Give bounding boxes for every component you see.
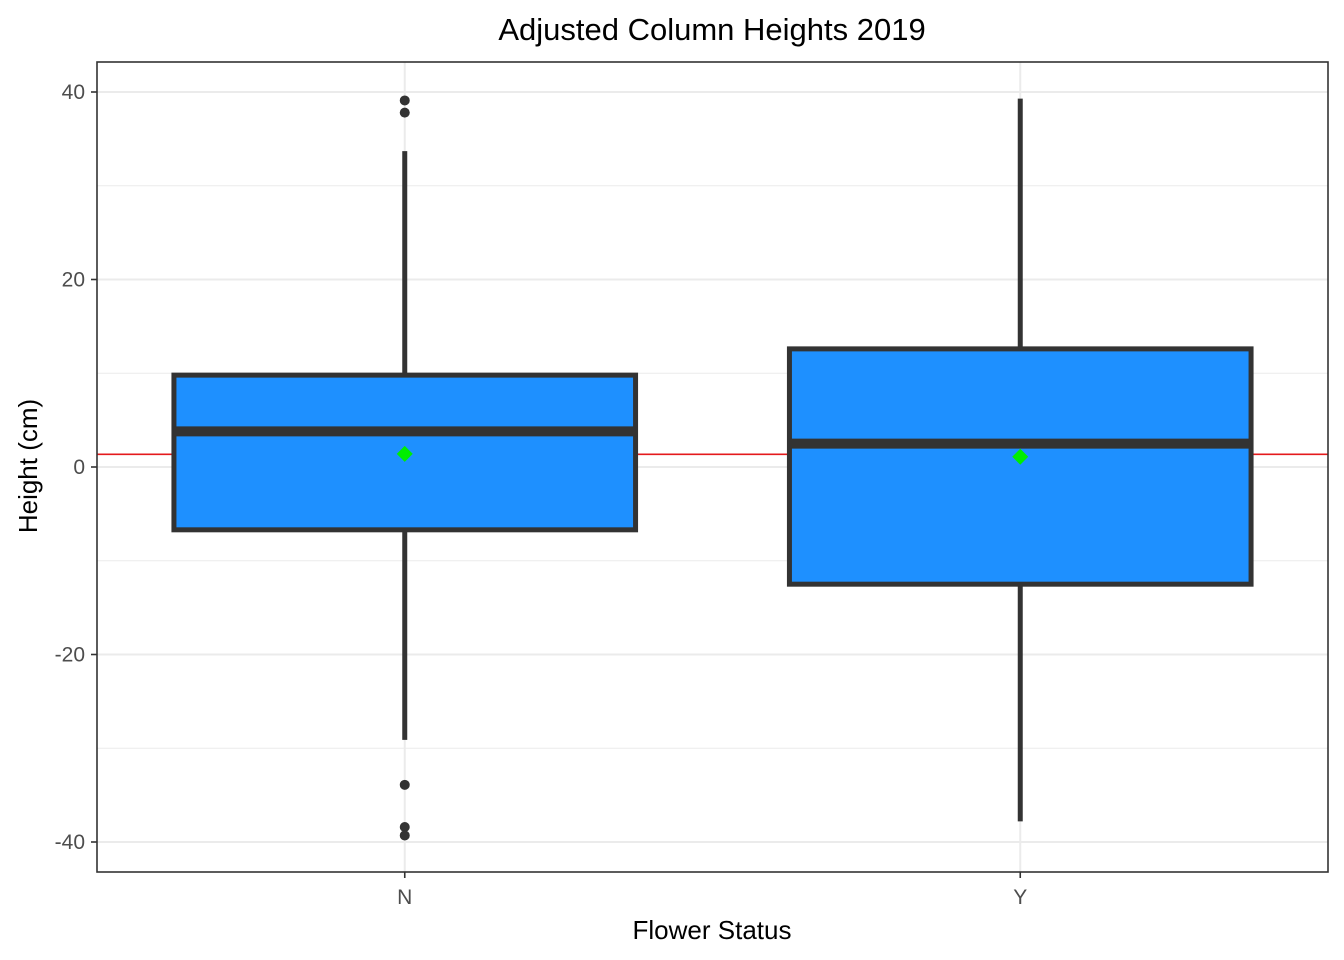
box-iqr (786, 346, 1254, 587)
y-tick-label: 20 (62, 269, 85, 292)
y-tick-label: 0 (73, 456, 85, 479)
mean-marker (396, 445, 413, 462)
outlier-point (399, 779, 410, 790)
outlier-point (399, 107, 410, 118)
y-tick-label: 40 (62, 81, 85, 104)
outlier-point (399, 822, 410, 832)
outlier-point (399, 830, 410, 841)
box-group-N (171, 95, 639, 841)
outlier-point (399, 95, 410, 106)
chart-title: Adjusted Column Heights 2019 (498, 12, 925, 47)
y-axis-title: Height (cm) (13, 399, 43, 533)
y-tick-label: -40 (55, 831, 85, 854)
axis-ticks-layer: 40 20 0 -20 -40 N Y (55, 81, 1028, 909)
x-tick-label: N (397, 886, 412, 909)
x-axis-title: Flower Status (633, 915, 792, 945)
mean-markers-layer (396, 445, 1029, 465)
box-group-Y (786, 98, 1254, 822)
x-tick-label: Y (1013, 886, 1027, 909)
y-tick-label: -20 (55, 644, 85, 667)
boxes-layer (171, 95, 1254, 841)
mean-marker (1012, 448, 1029, 465)
